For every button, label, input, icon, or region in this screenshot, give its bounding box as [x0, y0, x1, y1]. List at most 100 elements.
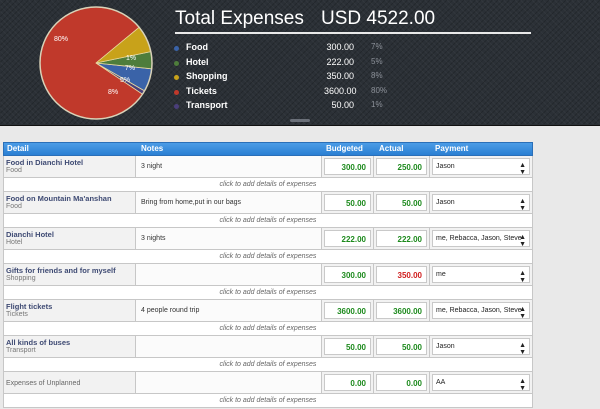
add-details-link[interactable]: click to add details of expenses [219, 217, 317, 224]
table-row: Dianchi Hotel Hotel 3 nights 222.00 222.… [3, 228, 533, 250]
add-details-row[interactable]: click to add details of expenses [3, 250, 533, 264]
expense-name: All kinds of buses [6, 338, 71, 347]
payment-value: me [436, 271, 446, 278]
table-row: Expenses of Unplanned 0.00 0.00 AA ▲ ▼ [3, 372, 533, 394]
add-details-row[interactable]: click to add details of expenses [3, 358, 533, 372]
actual-input[interactable]: 0.00 [376, 374, 427, 391]
add-details-row[interactable]: click to add details of expenses [3, 394, 533, 408]
expense-category: Hotel [6, 239, 23, 246]
budgeted-cell: 0.00 [322, 372, 374, 393]
notes-cell[interactable] [136, 372, 322, 393]
payment-select[interactable]: AA ▲ ▼ [432, 374, 530, 392]
header-notes: Notes [141, 144, 164, 153]
detail-cell[interactable]: Food in Dianchi Hotel Food [4, 156, 136, 177]
budgeted-value: 50.00 [345, 199, 366, 208]
budgeted-cell: 222.00 [322, 228, 374, 249]
table-row: All kinds of buses Transport 50.00 50.00… [3, 336, 533, 358]
actual-value-over-budget: 350.00 [397, 271, 422, 280]
detail-cell[interactable]: Gifts for friends and for myself Shoppin… [4, 264, 136, 285]
actual-input[interactable]: 222.00 [376, 230, 427, 247]
actual-value: 50.00 [401, 199, 422, 208]
detail-cell[interactable]: Flight tickets Tickets [4, 300, 136, 321]
budgeted-value: 300.00 [341, 163, 366, 172]
payment-select[interactable]: Jason ▲ ▼ [432, 338, 530, 356]
add-details-row[interactable]: click to add details of expenses [3, 322, 533, 336]
category-amount: 50.00 [331, 100, 354, 110]
payment-cell: me, Rebacca, Jason, Steve ▲ ▼ [430, 300, 532, 321]
budgeted-value: 300.00 [341, 271, 366, 280]
expense-name-plain: Expenses of Unplanned [6, 380, 81, 387]
budgeted-input[interactable]: 50.00 [324, 338, 371, 355]
expense-name: Dianchi Hotel [6, 230, 54, 239]
budgeted-input[interactable]: 300.00 [324, 266, 371, 283]
notes-text: 3 nights [141, 235, 166, 242]
pie-label-hotel: 5% [120, 77, 130, 84]
notes-cell[interactable]: Bring from home,put in our bags [136, 192, 322, 213]
add-details-link[interactable]: click to add details of expenses [219, 181, 317, 188]
notes-cell[interactable] [136, 336, 322, 357]
payment-select[interactable]: Jason ▲ ▼ [432, 158, 530, 176]
payment-select[interactable]: me, Rebacca, Jason, Steve ▲ ▼ [432, 230, 530, 248]
actual-input[interactable]: 350.00 [376, 266, 427, 283]
add-details-row[interactable]: click to add details of expenses [3, 286, 533, 300]
payment-cell: Jason ▲ ▼ [430, 156, 532, 177]
payment-value: Jason [436, 199, 455, 206]
expense-category: Tickets [6, 311, 28, 318]
notes-text: Bring from home,put in our bags [141, 199, 241, 206]
payment-select[interactable]: Jason ▲ ▼ [432, 194, 530, 212]
budgeted-input[interactable]: 0.00 [324, 374, 371, 391]
category-amount: 222.00 [326, 56, 354, 67]
notes-cell[interactable]: 3 night [136, 156, 322, 177]
detail-cell[interactable]: All kinds of buses Transport [4, 336, 136, 357]
budgeted-input[interactable]: 50.00 [324, 194, 371, 211]
add-details-row[interactable]: click to add details of expenses [3, 214, 533, 228]
title-row: Total Expenses USD 4522.00 [175, 8, 531, 34]
budgeted-cell: 50.00 [322, 192, 374, 213]
legend-item-food: Food 300.00 7% [174, 42, 404, 57]
add-details-link[interactable]: click to add details of expenses [219, 397, 317, 404]
payment-select[interactable]: me, Rebacca, Jason, Steve ▲ ▼ [432, 302, 530, 320]
payment-value: Jason [436, 343, 455, 350]
add-details-link[interactable]: click to add details of expenses [219, 289, 317, 296]
payment-cell: Jason ▲ ▼ [430, 336, 532, 357]
budgeted-input[interactable]: 300.00 [324, 158, 371, 175]
payment-select[interactable]: me ▲ ▼ [432, 266, 530, 284]
budgeted-value: 0.00 [350, 379, 366, 388]
actual-input[interactable]: 50.00 [376, 338, 427, 355]
category-legend: Food 300.00 7% Hotel 222.00 5% Shopping … [174, 42, 404, 115]
actual-input[interactable]: 250.00 [376, 158, 427, 175]
panel-resize-handle[interactable] [290, 119, 310, 122]
expense-name: Gifts for friends and for myself [6, 266, 116, 275]
budgeted-input[interactable]: 222.00 [324, 230, 371, 247]
actual-input[interactable]: 50.00 [376, 194, 427, 211]
legend-dot [174, 75, 179, 80]
select-arrows-icon: ▲ ▼ [519, 198, 526, 212]
budgeted-input[interactable]: 3600.00 [324, 302, 371, 319]
expense-name: Flight tickets [6, 302, 53, 311]
detail-cell[interactable]: Dianchi Hotel Hotel [4, 228, 136, 249]
notes-cell[interactable]: 3 nights [136, 228, 322, 249]
actual-cell: 250.00 [374, 156, 430, 177]
actual-cell: 350.00 [374, 264, 430, 285]
add-details-row[interactable]: click to add details of expenses [3, 178, 533, 192]
add-details-link[interactable]: click to add details of expenses [219, 325, 317, 332]
category-percent: 1% [371, 100, 383, 109]
legend-item-transport: Transport 50.00 1% [174, 100, 404, 115]
add-details-link[interactable]: click to add details of expenses [219, 361, 317, 368]
payment-value: me, Rebacca, Jason, Steve [436, 235, 522, 242]
legend-item-hotel: Hotel 222.00 5% [174, 57, 404, 72]
detail-cell[interactable]: Food on Mountain Ma'anshan Food [4, 192, 136, 213]
add-details-link[interactable]: click to add details of expenses [219, 253, 317, 260]
legend-item-tickets: Tickets 3600.00 80% [174, 86, 404, 101]
notes-cell[interactable] [136, 264, 322, 285]
notes-cell[interactable]: 4 people round trip [136, 300, 322, 321]
expenses-table: Detail Notes Budgeted Actual Payment Foo… [3, 142, 533, 408]
detail-cell[interactable]: Expenses of Unplanned [4, 372, 136, 393]
header-budgeted: Budgeted [326, 144, 363, 153]
category-name: Food [186, 42, 208, 52]
select-arrows-icon: ▲ ▼ [519, 234, 526, 248]
budgeted-cell: 300.00 [322, 264, 374, 285]
actual-input[interactable]: 3600.00 [376, 302, 427, 319]
legend-dot [174, 60, 179, 66]
category-percent: 5% [371, 56, 383, 66]
